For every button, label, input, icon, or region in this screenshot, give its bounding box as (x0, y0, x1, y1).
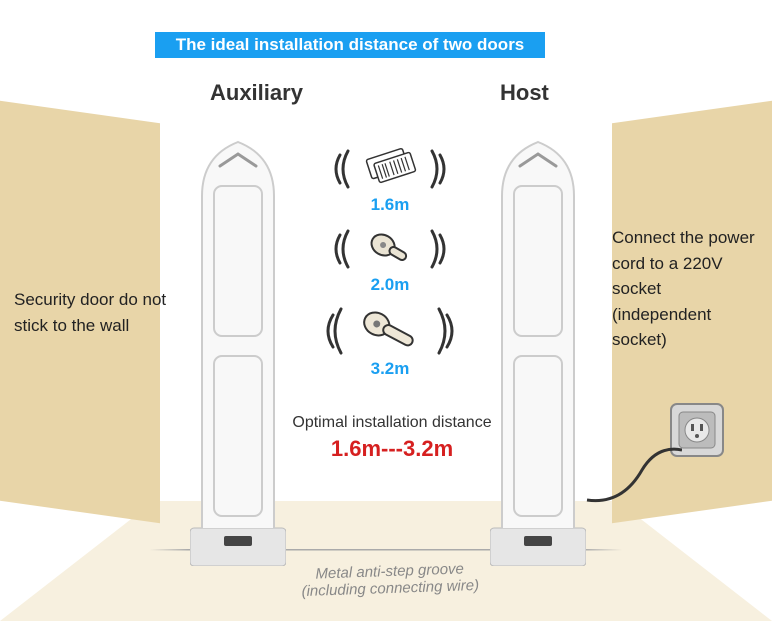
auxiliary-label: Auxiliary (210, 80, 303, 106)
left-wall-note: Security door do not stick to the wall (14, 287, 169, 338)
wave-right-icon (424, 225, 454, 273)
wave-right-icon (431, 305, 461, 357)
pedestal-host-icon (490, 136, 586, 566)
signal-row-2 (300, 225, 480, 273)
signal-row-3 (300, 305, 480, 357)
pedestal-auxiliary-icon (190, 136, 286, 566)
host-label: Host (500, 80, 549, 106)
signal-row-1 (300, 145, 480, 193)
distance-1-value: 1.6m (300, 195, 480, 215)
wave-left-icon (326, 145, 356, 193)
wave-left-icon (319, 305, 349, 357)
optimal-distance-label: Optimal installation distance (252, 414, 532, 432)
optimal-distance-range: 1.6m---3.2m (252, 436, 532, 462)
barcode-tags-icon (362, 147, 418, 191)
title-banner: The ideal installation distance of two d… (155, 32, 545, 58)
distance-3-value: 3.2m (300, 359, 480, 379)
pencil-tag-icon (355, 306, 425, 356)
floor-plane (0, 501, 772, 621)
right-wall-note: Connect the power cord to a 220V socket … (612, 225, 762, 353)
power-cord-icon (582, 430, 682, 510)
wave-right-icon (424, 145, 454, 193)
center-distance-list: 1.6m 2.0m 3.2m (300, 145, 480, 389)
hard-tag-small-icon (362, 227, 418, 271)
distance-2-value: 2.0m (300, 275, 480, 295)
wave-left-icon (326, 225, 356, 273)
